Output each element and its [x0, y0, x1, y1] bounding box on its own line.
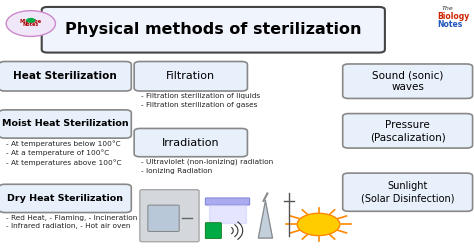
Text: Notes: Notes	[23, 22, 39, 27]
Text: Physical methods of sterilization: Physical methods of sterilization	[65, 22, 362, 37]
Text: Moist Heat Sterilization: Moist Heat Sterilization	[2, 120, 128, 128]
Text: Dry Heat Sterilization: Dry Heat Sterilization	[7, 194, 123, 203]
Circle shape	[297, 213, 340, 236]
Text: The: The	[442, 6, 454, 11]
FancyBboxPatch shape	[0, 184, 131, 213]
FancyBboxPatch shape	[205, 198, 250, 205]
FancyBboxPatch shape	[343, 64, 473, 98]
Text: Biology: Biology	[437, 12, 469, 21]
Text: - Red Heat, - Flaming, - Incineration
- Infrared radiation, - Hot air oven: - Red Heat, - Flaming, - Incineration - …	[6, 215, 137, 229]
Text: Heat Sterilization: Heat Sterilization	[13, 71, 117, 81]
FancyBboxPatch shape	[134, 128, 247, 157]
Text: - Filtration sterilization of liquids
- Filtration sterilization of gases: - Filtration sterilization of liquids - …	[141, 93, 260, 107]
Text: Microbe: Microbe	[20, 19, 42, 24]
FancyBboxPatch shape	[140, 190, 199, 242]
Circle shape	[26, 18, 36, 23]
Text: Pressure
(Pascalization): Pressure (Pascalization)	[370, 120, 446, 142]
FancyBboxPatch shape	[343, 114, 473, 148]
FancyBboxPatch shape	[134, 62, 247, 91]
Text: Sunlight
(Solar Disinfection): Sunlight (Solar Disinfection)	[361, 181, 455, 203]
Text: - At temperatures below 100°C
- At a temperature of 100°C
- At temperatures abov: - At temperatures below 100°C - At a tem…	[6, 140, 122, 166]
FancyBboxPatch shape	[205, 223, 221, 239]
Text: Irradiation: Irradiation	[162, 138, 219, 148]
Circle shape	[6, 11, 55, 36]
Polygon shape	[258, 201, 273, 238]
Text: Filtration: Filtration	[166, 71, 215, 81]
FancyBboxPatch shape	[0, 62, 131, 91]
Text: Sound (sonic)
waves: Sound (sonic) waves	[372, 70, 443, 93]
FancyBboxPatch shape	[0, 110, 131, 138]
Text: - Ultraviolet (non-ionizing) radiation
- Ionizing Radiation: - Ultraviolet (non-ionizing) radiation -…	[141, 159, 273, 174]
FancyBboxPatch shape	[343, 173, 473, 211]
FancyBboxPatch shape	[148, 205, 179, 231]
Text: Notes: Notes	[437, 20, 462, 29]
FancyBboxPatch shape	[42, 7, 385, 53]
